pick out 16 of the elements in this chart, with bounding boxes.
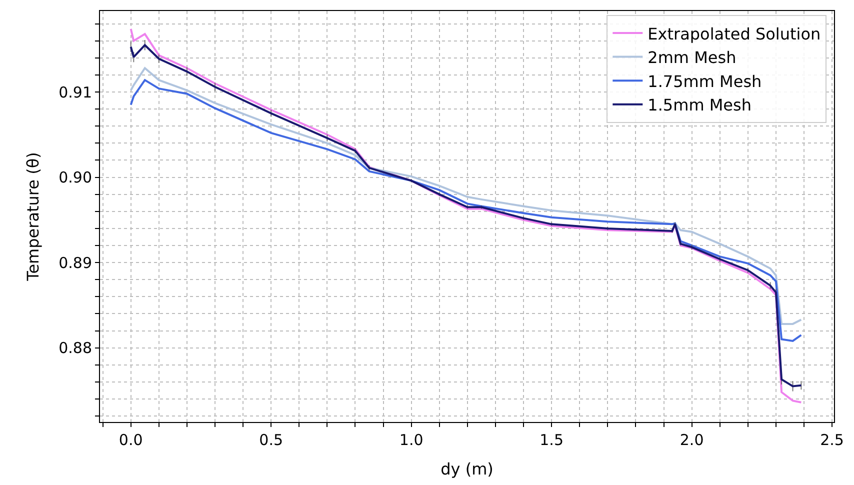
x-tick-label: 0.5 xyxy=(259,431,284,449)
legend-label: 2mm Mesh xyxy=(648,48,736,68)
x-tick-label: 1.0 xyxy=(399,431,424,449)
x-tick-label: 2.5 xyxy=(820,431,844,449)
y-tick-label: 0.89 xyxy=(58,254,92,272)
y-tick-label: 0.90 xyxy=(58,168,92,187)
x-tick-label: 1.5 xyxy=(540,431,564,449)
x-axis-title: dy (m) xyxy=(440,460,494,479)
legend-label: 1.75mm Mesh xyxy=(648,72,762,91)
y-tick-label: 0.88 xyxy=(58,339,92,358)
x-tick-label: 2.0 xyxy=(680,431,704,449)
legend-label: 1.5mm Mesh xyxy=(648,96,752,115)
y-axis-title: Temperature (θ) xyxy=(23,152,42,282)
x-tick-label: 0.0 xyxy=(118,431,143,449)
legend-label: Extrapolated Solution xyxy=(648,24,821,44)
y-tick-label: 0.91 xyxy=(58,83,92,102)
